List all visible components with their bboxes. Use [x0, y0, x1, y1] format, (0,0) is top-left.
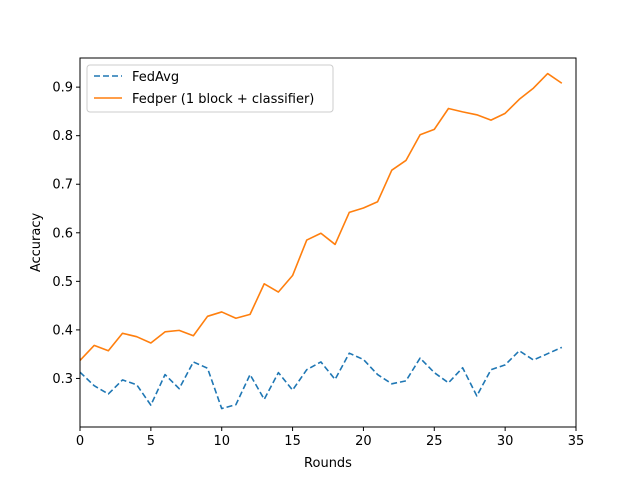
- x-tick-label: 20: [355, 434, 372, 449]
- axes-border: [79, 57, 577, 428]
- x-tick-label: 35: [568, 434, 585, 449]
- y-tick-label: 0.4: [52, 323, 73, 338]
- series-line-fedper: [79, 72, 563, 362]
- series-group: [79, 72, 563, 410]
- y-tick-label: 0.9: [52, 81, 73, 96]
- x-axis: 0 5 10 15 20 25 30 35: [76, 427, 584, 449]
- x-tick-label: 15: [284, 434, 301, 449]
- series-line-fedavg: [79, 346, 563, 410]
- plot-area: [79, 57, 577, 428]
- y-tick-label: 0.5: [52, 275, 73, 290]
- x-tick-label: 25: [426, 434, 443, 449]
- x-tick-label: 0: [76, 434, 84, 449]
- y-tick-label: 0.6: [52, 226, 73, 241]
- axes-frame: [80, 58, 576, 427]
- y-axis: 0.3 0.4 0.5 0.6 0.7 0.8 0.9: [52, 81, 80, 387]
- x-tick-label: 10: [213, 434, 230, 449]
- legend-label: Fedper (1 block + classifier): [132, 92, 314, 107]
- y-tick-label: 0.8: [52, 129, 73, 144]
- x-tick-label: 30: [497, 434, 514, 449]
- y-axis-label: Accuracy: [29, 213, 44, 273]
- x-axis-label: Rounds: [304, 456, 352, 471]
- legend: FedAvg Fedper (1 block + classifier): [86, 64, 334, 113]
- x-tick-label: 5: [147, 434, 155, 449]
- legend-label: FedAvg: [132, 70, 179, 85]
- y-tick-label: 0.3: [52, 372, 73, 387]
- legend-box: [86, 64, 334, 113]
- y-tick-label: 0.7: [52, 178, 73, 193]
